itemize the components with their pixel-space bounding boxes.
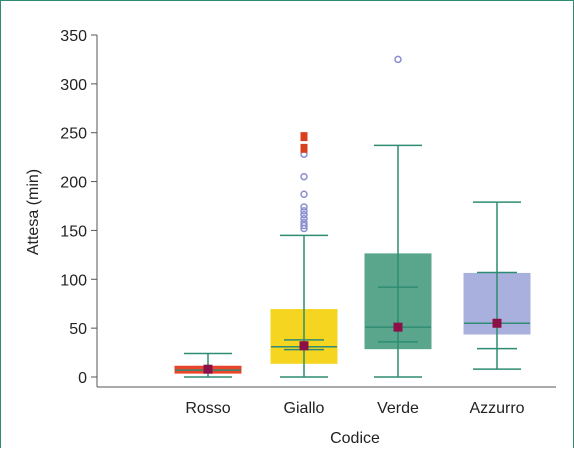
outlier-point <box>300 190 308 199</box>
y-tick-label: 150 <box>60 223 87 240</box>
y-tick-label: 350 <box>60 28 87 45</box>
x-tick-label: Azzurro <box>469 400 524 417</box>
y-axis-title: Attesa (min) <box>25 169 42 255</box>
y-tick-label: 0 <box>78 370 87 387</box>
outlier-point <box>300 203 308 211</box>
outlier-point <box>300 172 308 181</box>
x-tick-label: Rosso <box>185 400 230 417</box>
mean-marker <box>299 341 309 351</box>
outlier-point <box>300 211 308 219</box>
boxes <box>174 55 531 378</box>
x-ticks: Rosso Giallo Verde Azzurro <box>185 400 524 417</box>
outlier-point <box>300 218 308 227</box>
box-azzurro <box>463 201 531 370</box>
mean-marker <box>393 322 403 332</box>
y-ticks: 0 50 100 150 200 250 300 350 <box>60 28 97 387</box>
y-tick-label: 50 <box>69 321 87 338</box>
outlier-point <box>300 221 308 230</box>
extreme-outlier-point <box>300 132 308 140</box>
box-giallo <box>270 132 338 378</box>
outlier-point <box>300 214 308 223</box>
box-rosso <box>174 352 242 378</box>
mean-marker <box>492 318 502 328</box>
mean-marker <box>203 364 213 374</box>
box-verde <box>364 55 432 378</box>
y-tick-label: 200 <box>60 175 87 192</box>
outlier-point <box>300 207 308 215</box>
y-tick-label: 100 <box>60 272 87 289</box>
x-axis-title: Codice <box>330 430 380 447</box>
y-tick-label: 250 <box>60 126 87 143</box>
x-tick-label: Verde <box>377 400 419 417</box>
x-tick-label: Giallo <box>284 400 325 417</box>
extreme-outlier-point <box>300 143 308 151</box>
y-tick-label: 300 <box>60 77 87 94</box>
outlier-point <box>394 55 402 64</box>
